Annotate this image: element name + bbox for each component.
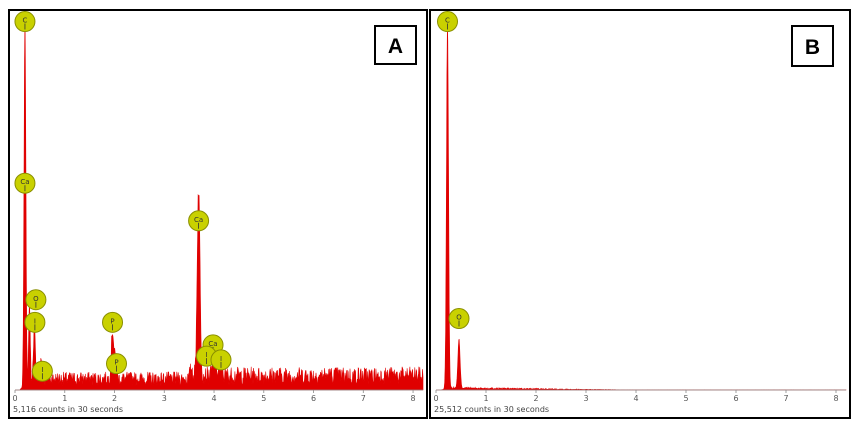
panel-a-marker-ca: Ca: [188, 210, 210, 232]
panel-a-marker-circle: [188, 210, 210, 232]
panel-a-x-tick-label: 1: [62, 394, 67, 403]
panel-a-marker-i: I: [31, 360, 53, 382]
panel-a-x-tick-label: 4: [211, 394, 216, 403]
panel-a-label: A: [388, 35, 403, 58]
panel-a-marker-label: I: [206, 351, 208, 359]
panel-a-marker-circle: [14, 11, 36, 33]
panel-a-x-tick-label: 7: [361, 394, 366, 403]
panel-a-marker-circle: [106, 353, 128, 375]
panel-b-x-tick-label: 2: [533, 394, 538, 403]
panel-b-frame: [429, 9, 851, 419]
panel-b-x-tick-label: 8: [833, 394, 838, 403]
panel-a-marker-c: C: [14, 11, 36, 33]
panel-b-marker-circle: [437, 11, 458, 33]
panel-a-marker-i: I: [24, 311, 46, 333]
panel-a-marker-circle: [24, 311, 46, 333]
panel-b-x-tick-label: 3: [583, 394, 588, 403]
panel-a-x-tick-label: 8: [411, 394, 416, 403]
panel-a-marker-circle: [210, 349, 232, 371]
panel-a-marker-label: P: [114, 359, 118, 367]
panel-a-marker-label: P: [110, 317, 114, 325]
panel-a-label-box: [374, 25, 417, 65]
panel-a-x-tick-label: 3: [162, 394, 167, 403]
panel-a-marker-label: Ca: [20, 178, 29, 186]
panel-b-x-tick-label: 1: [483, 394, 488, 403]
panel-a-ticks: 0 1 2 3 4 5 6 7 8: [12, 389, 423, 403]
panel-b-marker-c: C: [437, 11, 458, 33]
panel-b-label: B: [805, 36, 820, 59]
panel-a-marker-label: I: [220, 355, 222, 363]
panel-b-ticks: 0 1 2 3 4 5 6 7 8: [433, 389, 846, 403]
panel-a-marker-circle: [25, 289, 47, 311]
panel-b-marker-circle: [448, 308, 470, 330]
panel-b-marker-label: C: [445, 17, 450, 25]
panel-b-x-tick-label: 5: [683, 394, 688, 403]
panel-b-marker-label: O: [456, 314, 462, 322]
panel-a-marker-circle: [14, 172, 36, 194]
panel-a-x-tick-label: 2: [112, 394, 117, 403]
panel-a-counts-label: 5,116 counts in 30 seconds: [13, 405, 123, 414]
panel-a-marker-label: I: [41, 366, 43, 374]
panel-b-x-tick-label: 7: [783, 394, 788, 403]
panel-a-marker-ca: Ca: [14, 172, 36, 194]
panel-a-marker-label: I: [34, 317, 36, 325]
panel-a-marker-circle: [31, 360, 53, 382]
panel-b-x-tick-label: 0: [433, 394, 438, 403]
panel-a-marker-i: I: [210, 349, 232, 371]
panel-a-marker-p: P: [106, 353, 128, 375]
panel-a-x-tick-label: 0: [12, 394, 17, 403]
panel-a-marker-circle: [102, 311, 124, 333]
panel-a-marker-label: C: [23, 17, 28, 25]
panel-a-x-tick-label: 6: [311, 394, 316, 403]
panel-a-spectrum: 0 1 2 3 4 5 6 7 8 5,116 counts in 30 seconds A C…: [8, 9, 428, 419]
panel-a-marker-label: Ca: [194, 216, 203, 224]
panel-b-marker-o: O: [448, 308, 470, 330]
panel-b-label-box: [791, 25, 834, 67]
panel-a-marker-p: P: [102, 311, 124, 333]
panel-a-x-tick-label: 5: [261, 394, 266, 403]
panel-b-x-tick-label: 6: [733, 394, 738, 403]
panel-a-marker-label: Ca: [208, 340, 217, 348]
panel-b-counts-label: 25,512 counts in 30 seconds: [434, 405, 549, 414]
panel-a-marker-label: O: [33, 295, 39, 303]
panel-b-element-markers: CO: [437, 11, 470, 330]
panel-b-x-tick-label: 4: [633, 394, 638, 403]
panel-a-marker-o: O: [25, 289, 47, 311]
